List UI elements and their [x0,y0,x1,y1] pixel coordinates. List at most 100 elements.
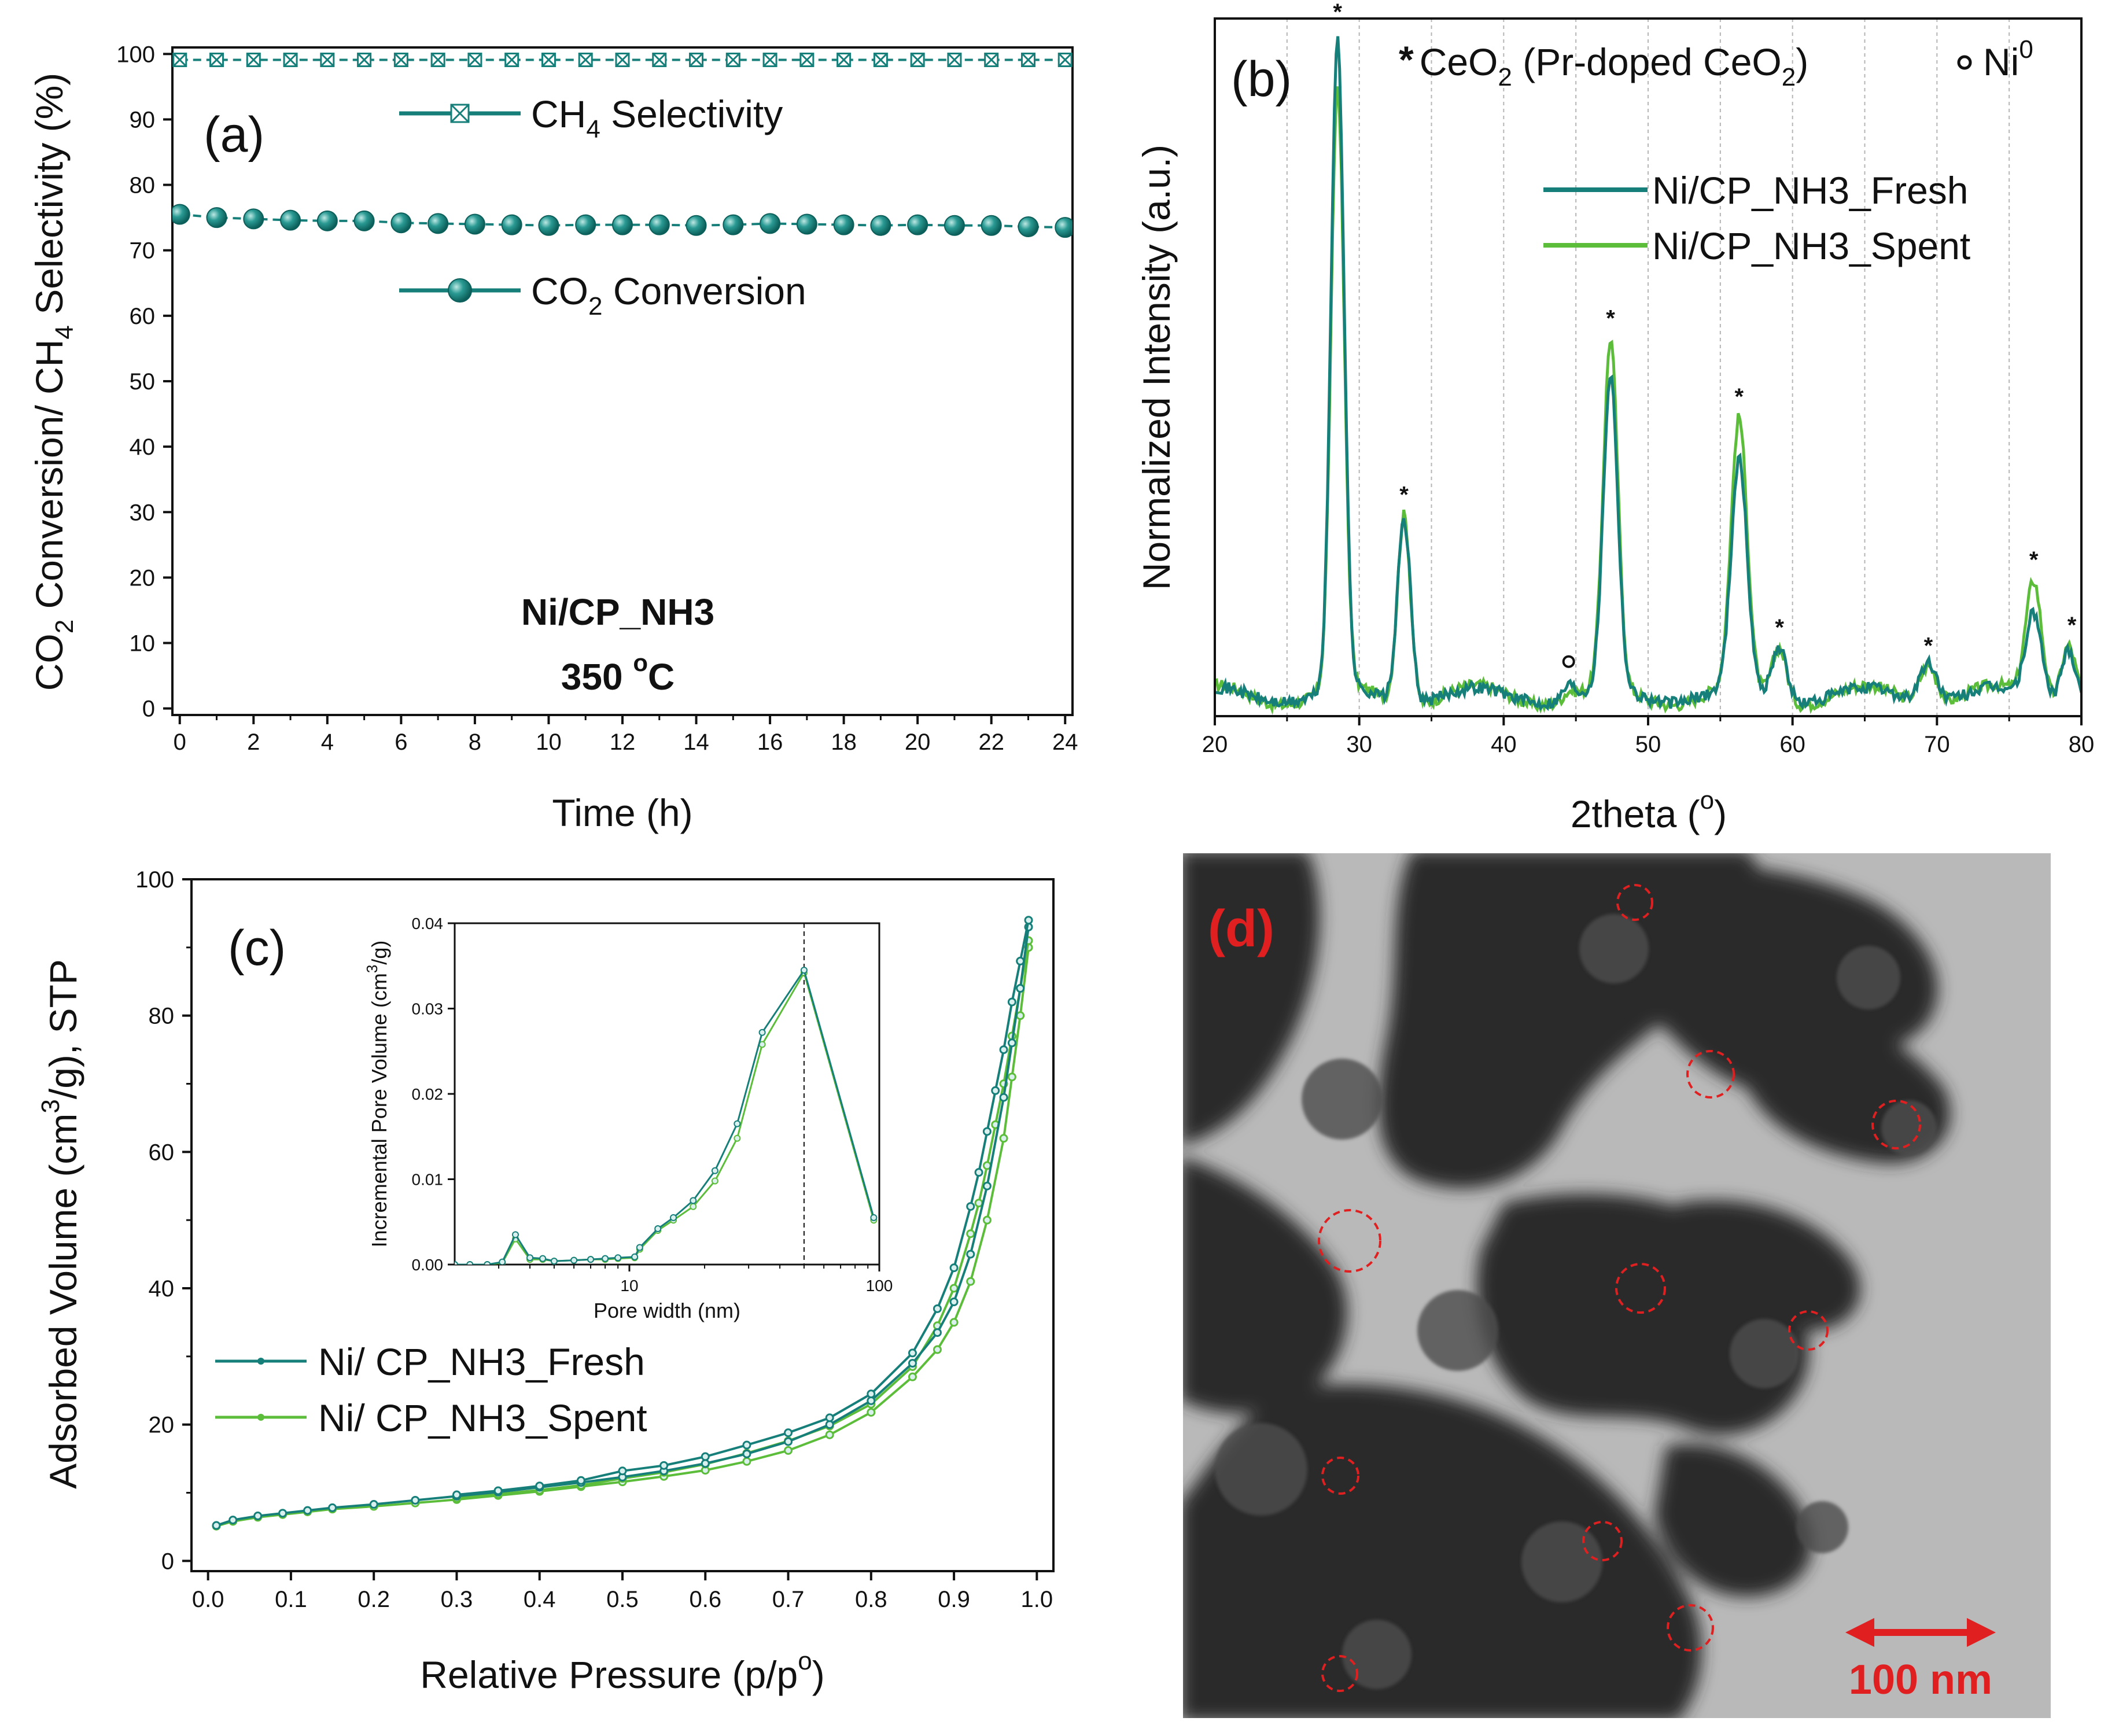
isotherm-point [701,1452,710,1461]
legend-marker-c-fresh [257,1358,264,1365]
isotherm-point [1016,956,1025,965]
isotherm-point [974,1168,983,1177]
panel-c: 0.0 0.1 0.2 0.3 0.4 0.5 0.6 0.7 0.8 0.9 1.0 0 20 40 60… [36,867,1055,1696]
panel-b-peak-markers: * * * * * * * * [1333,0,2077,668]
crossed-square-marker [320,52,335,67]
isotherm-point [933,1328,942,1337]
isotherm-point [949,1263,959,1273]
sphere-marker [870,215,891,236]
ni-circle-8 [1582,1521,1623,1561]
isotherm-point [253,1512,263,1521]
sphere-marker [981,215,1002,236]
ceo2-peak-star: * [1735,384,1744,410]
y-tick-label: 0 [142,696,155,722]
sphere-marker [907,214,928,235]
legend-marker-c-spent [257,1414,264,1421]
x-tick-label: 24 [1052,729,1078,755]
isotherm-point [949,1318,959,1327]
crossed-square-marker [984,52,999,67]
y-tick-label: 80 [130,173,156,198]
isotherm-point [867,1407,876,1417]
isotherm-point [452,1490,461,1499]
crossed-square-marker [873,52,888,67]
panel-b-y-title: Normalized Intensity (a.u.) [1135,145,1178,590]
panel-b-x-title: 2theta (o) [1571,786,1727,835]
x-tick-label: 1.0 [1021,1587,1053,1612]
sphere-marker [1055,217,1073,238]
isotherm-point [825,1420,834,1429]
inset-frame [454,922,880,1266]
inset-point [734,1120,741,1127]
crossed-square-marker [615,52,630,67]
inset-y-tick-label: 0.01 [412,1171,444,1189]
x-tick-label: 4 [321,729,334,755]
y-tick-label: 40 [149,1276,175,1302]
sphere-marker [612,214,633,235]
sphere-marker [172,204,190,225]
x-tick-label: 80 [2069,732,2095,757]
panel-a-letter: (a) [204,107,264,163]
inset-series [455,923,878,1265]
x-tick-label: 70 [1924,732,1950,757]
inset-point [711,1167,718,1174]
x-tick-label: 8 [469,729,481,755]
isotherm-point [982,1181,992,1190]
inset-point [466,1261,474,1265]
sphere-marker [796,213,817,235]
isotherm-point [991,1086,1000,1095]
legend-label-c-fresh: Ni/ CP_NH3_Fresh [318,1340,645,1383]
inset-y-title: Incremental Pore Volume (cm3/g) [363,941,391,1248]
inset-x-title: Pore width (nm) [594,1299,740,1322]
ceo2-peak-star: * [1606,305,1615,331]
isotherm-point [999,1134,1008,1143]
sphere-marker [686,215,707,236]
annotation-sample: Ni/CP_NH3 [521,591,714,633]
sphere-marker [206,207,227,228]
isotherm-point [784,1437,793,1446]
isotherm-point [742,1457,751,1466]
x-tick-label: 0.9 [938,1587,970,1612]
inset-x-tick-label: 10 [620,1277,638,1295]
isotherm-point [1024,916,1033,925]
sphere-marker [760,213,781,234]
isotherm-point [303,1506,312,1515]
ceo2-peak-star: * [1399,482,1409,507]
panel-c-letter: (c) [228,920,286,976]
y-tick-label: 80 [149,1004,175,1029]
legend-ni-label: Ni0 [1983,35,2033,83]
inset-point [654,1225,662,1233]
isotherm-point [999,1045,1008,1055]
sphere-marker [833,214,854,235]
x-tick-label: 6 [395,729,407,755]
isotherm-point [369,1500,378,1509]
y-tick-label: 60 [130,304,156,329]
y-tick-label: 10 [130,631,156,657]
sphere-marker [353,210,375,231]
panel-a-series [172,52,1073,238]
crossed-square-marker [578,52,593,67]
isotherm-point [908,1348,917,1358]
inset-y-tick-label: 0.03 [412,1000,444,1018]
inset-point [758,1029,766,1036]
panel-a-ticks: 0 2 4 6 8 10 12 14 16 18 20 22 240102030405060708090… [116,42,1078,755]
isotherm-point [908,1359,917,1368]
inset-point [670,1214,677,1221]
panel-c-series [212,916,1033,1531]
panel-c-ticks: 0.0 0.1 0.2 0.3 0.4 0.5 0.6 0.7 0.8 0.9 1.0 0 20 40 60… [135,867,1053,1612]
inset-point [631,1253,639,1260]
sphere-marker [575,214,596,235]
crossed-square-marker [393,52,408,67]
isotherm-point [742,1440,751,1450]
isotherm-point [229,1516,238,1525]
inset-point [800,967,808,974]
y-tick-label: 70 [130,238,156,264]
isotherm-point [576,1476,585,1485]
isotherm-point [212,1521,221,1530]
crossed-square-marker [467,52,482,67]
ni-circle-9 [1667,1604,1714,1652]
panel-a-legend: CH4 Selectivity CO2 Conversion [399,93,806,320]
inset-y-tick-label: 0.00 [412,1256,444,1274]
inset-point [734,1134,741,1142]
legend-star-label: * CeO2 (Pr-doped CeO2) [1399,38,1808,91]
pore-size-inset: 10 100 0.00 0.01 0.02 0.03 0.04 Pore width (nm… [363,915,893,1322]
